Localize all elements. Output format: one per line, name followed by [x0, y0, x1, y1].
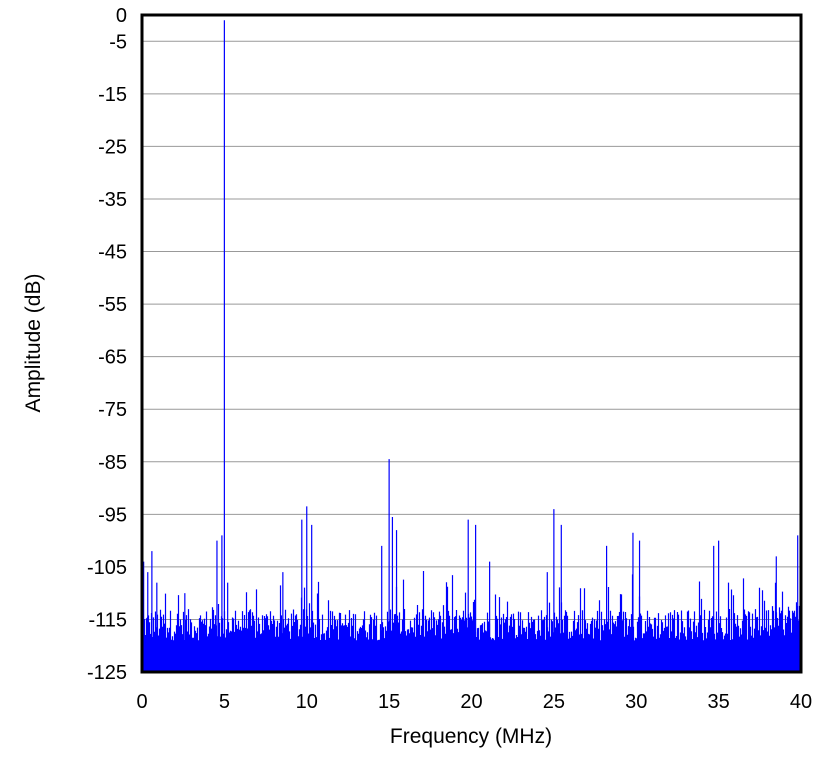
y-tick-label: 0: [116, 5, 127, 27]
y-tick-label: -95: [98, 504, 127, 526]
y-tick-label: -105: [87, 557, 127, 579]
x-tick-label: 40: [790, 691, 812, 713]
spectrum-series: [141, 20, 802, 672]
y-tick-label: -65: [98, 347, 127, 369]
y-tick-label: -45: [98, 242, 127, 264]
y-axis-title: Amplitude (dB): [22, 274, 45, 413]
x-tick-label: 10: [296, 691, 318, 713]
y-tick-label: -15: [98, 84, 127, 106]
x-tick-label: 35: [708, 691, 730, 713]
y-tick-label: -25: [98, 136, 127, 158]
y-tick-label: -55: [98, 294, 127, 316]
y-tick-label: -85: [98, 452, 127, 474]
x-tick-label: 5: [219, 691, 230, 713]
x-tick-label: 25: [543, 691, 565, 713]
x-axis-tick-labels: 0 5 10 15 20 25 30 35 40: [136, 691, 812, 713]
y-tick-label: -35: [98, 189, 127, 211]
x-tick-label: 20: [460, 691, 482, 713]
y-tick-label: -115: [88, 609, 127, 631]
noise-floor-fill: [142, 640, 801, 672]
y-tick-label: -75: [98, 399, 127, 421]
y-tick-label: -5: [109, 31, 127, 53]
y-tick-label: -125: [87, 662, 127, 684]
x-axis-title: Frequency (MHz): [390, 725, 552, 748]
plot-frame: [140, 13, 803, 674]
grid-lines: [142, 40, 801, 620]
x-tick-label: 30: [625, 691, 647, 713]
y-axis-tick-labels: 0 -5 -15 -25 -35 -45 -55 -65 -75 -85 -95 -105 -115 -1…: [87, 5, 127, 684]
x-tick-label: 15: [378, 691, 400, 713]
x-tick-label: 0: [136, 691, 147, 713]
